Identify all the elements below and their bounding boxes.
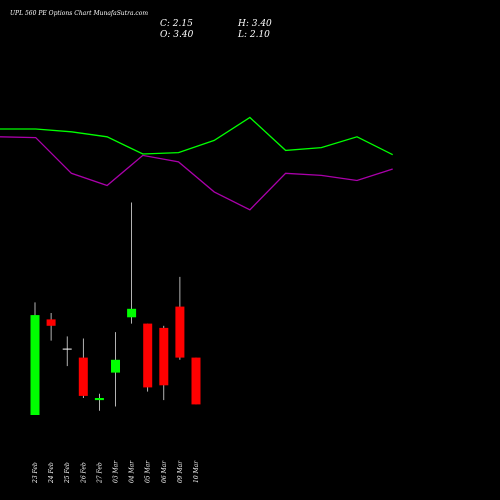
candle [127,202,137,324]
candle [111,332,120,407]
close-readout: C: 2.15 [160,19,193,29]
candle [159,325,169,401]
x-tick-label: 06 Mar [161,460,168,483]
x-tick-label: 26 Feb [80,462,87,484]
candle-body [175,306,185,358]
candle-body [159,327,169,386]
x-tick-label: 23 Feb [32,462,39,484]
candle-body [46,319,56,326]
candle-body [191,357,201,405]
candle [191,357,201,405]
candle [46,313,56,341]
candle [62,336,72,367]
indicator-lines [0,116,393,211]
x-tick-label: 04 Mar [129,460,136,483]
green-line [0,116,393,156]
x-tick-label: 25 Feb [64,462,71,484]
x-tick-label: 10 Mar [193,460,200,483]
candle [78,338,88,398]
candle-body [127,308,137,318]
chart-title: UPL 560 PE Options Chart MunafaSutra.com [10,10,148,17]
open-readout: O: 3.40 [160,30,194,40]
candle-body [30,315,40,415]
x-axis-ticks: 23 Feb 24 Feb 25 Feb 26 Feb 27 Feb 03 Mar 04 M… [32,460,200,484]
candles [30,202,201,415]
purple-line [0,136,393,211]
x-tick-label: 03 Mar [113,460,120,483]
candle [30,302,40,415]
candle [94,393,104,411]
candle [175,276,185,360]
candle-body [78,357,88,396]
high-readout: H: 3.40 [237,19,272,29]
candle [143,323,153,392]
x-tick-label: 24 Feb [48,462,55,484]
candle-body [94,398,104,401]
x-tick-label: 27 Feb [96,462,103,484]
x-tick-label: 05 Mar [145,460,152,483]
candle-body [111,359,120,373]
candle-body [143,323,153,388]
x-tick-label: 09 Mar [177,460,184,483]
low-readout: L: 2.10 [237,30,270,40]
